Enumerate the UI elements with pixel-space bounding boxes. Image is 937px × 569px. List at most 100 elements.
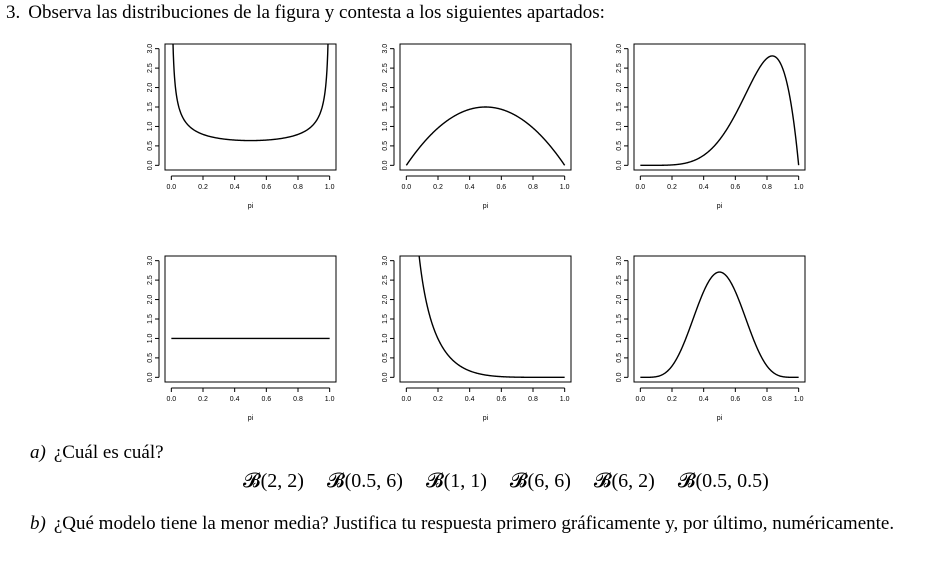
x-tick-label: 0.4	[230, 184, 240, 191]
x-tick-label: 1.0	[325, 396, 335, 403]
y-tick-label: 2.0	[382, 295, 389, 305]
y-tick-label: 1.5	[616, 314, 623, 324]
y-tick-label: 2.5	[382, 63, 389, 73]
y-tick-label: 3.0	[382, 256, 389, 266]
plot-frame	[399, 43, 572, 171]
plot-frame	[164, 255, 337, 383]
x-tick-label: 0.8	[293, 396, 303, 403]
beta-plot-1: 0.0 0.2 0.4 0.6 0.8 1.0 pi 0.0 0.5 1.0 1.5 2.0 2.5 3.…	[140, 38, 360, 228]
x-axis-label: pi	[717, 203, 723, 210]
x-tick-label: 0.0	[166, 396, 176, 403]
x-tick-label: 0.2	[198, 396, 208, 403]
plot-canvas: 0.0 0.2 0.4 0.6 0.8 1.0 pi 0.0 0.5 1.0 1.5 2.0 2.5 3.…	[147, 255, 337, 422]
model-option: 𝓑(6, 6)	[509, 470, 571, 492]
x-tick-label: 0.0	[401, 396, 411, 403]
x-tick-label: 1.0	[560, 184, 570, 191]
y-tick-label: 2.5	[147, 275, 154, 285]
y-tick-label: 0.0	[382, 160, 389, 170]
plot-frame	[164, 43, 337, 171]
x-tick-label: 1.0	[794, 184, 804, 191]
plot-canvas: 0.0 0.2 0.4 0.6 0.8 1.0 pi 0.0 0.5 1.0 1.5 2.0 2.5 3.…	[382, 43, 572, 210]
density-curve	[405, 106, 566, 166]
part-a: a) ¿Cuál es cuál?	[30, 442, 164, 464]
density-curve	[640, 271, 799, 379]
part-b-text: ¿Qué modelo tiene la menor media? Justif…	[53, 513, 895, 534]
y-tick-label: 0.5	[616, 353, 623, 363]
x-tick-label: 0.8	[762, 184, 772, 191]
x-axis-label: pi	[248, 203, 254, 210]
y-tick-label: 2.0	[147, 295, 154, 305]
y-tick-label: 1.0	[382, 333, 389, 343]
x-tick-label: 0.8	[528, 396, 538, 403]
x-tick-label: 0.4	[465, 184, 475, 191]
y-tick-label: 1.5	[616, 102, 623, 112]
y-tick-label: 2.0	[616, 295, 623, 305]
y-tick-label: 0.0	[382, 372, 389, 382]
plot-frame	[633, 43, 806, 171]
x-tick-label: 1.0	[325, 184, 335, 191]
model-option: 𝓑(6, 2)	[593, 470, 655, 492]
model-option: 𝓑(0.5, 0.5)	[677, 470, 769, 492]
y-tick-label: 0.5	[147, 353, 154, 363]
density-curve	[418, 256, 565, 379]
x-axis-label: pi	[248, 415, 254, 422]
x-tick-label: 1.0	[794, 396, 804, 403]
x-tick-label: 0.0	[166, 184, 176, 191]
beta-plot-5: 0.0 0.2 0.4 0.6 0.8 1.0 pi 0.0 0.5 1.0 1.5 2.0 2.5 3.…	[375, 250, 595, 440]
x-tick-label: 0.2	[667, 184, 677, 191]
plot-frame	[633, 255, 806, 383]
y-tick-label: 0.0	[616, 372, 623, 382]
y-tick-label: 0.0	[147, 372, 154, 382]
y-tick-label: 1.0	[616, 333, 623, 343]
beta-plot-2: 0.0 0.2 0.4 0.6 0.8 1.0 pi 0.0 0.5 1.0 1.5 2.0 2.5 3.…	[375, 38, 595, 228]
x-tick-label: 0.8	[528, 184, 538, 191]
y-tick-label: 0.0	[616, 160, 623, 170]
y-tick-label: 3.0	[147, 44, 154, 54]
y-tick-label: 1.0	[147, 333, 154, 343]
y-tick-label: 0.5	[147, 141, 154, 151]
part-b: b) ¿Qué modelo tiene la menor media? Just…	[30, 510, 920, 538]
model-option: 𝓑(1, 1)	[425, 470, 487, 492]
y-tick-label: 2.5	[382, 275, 389, 285]
beta-plot-4: 0.0 0.2 0.4 0.6 0.8 1.0 pi 0.0 0.5 1.0 1.5 2.0 2.5 3.…	[140, 250, 360, 440]
y-tick-label: 3.0	[147, 256, 154, 266]
x-tick-label: 0.6	[261, 184, 271, 191]
part-a-label: a)	[30, 442, 46, 463]
models-row: 𝓑(2, 2) 𝓑(0.5, 6) 𝓑(1, 1) 𝓑(6, 6) 𝓑(6, 2…	[243, 470, 787, 493]
x-tick-label: 0.2	[433, 396, 443, 403]
part-a-text: ¿Cuál es cuál?	[53, 442, 164, 463]
plot-canvas: 0.0 0.2 0.4 0.6 0.8 1.0 pi 0.0 0.5 1.0 1.5 2.0 2.5 3.…	[382, 255, 572, 422]
y-tick-label: 3.0	[616, 44, 623, 54]
y-tick-label: 2.0	[147, 83, 154, 93]
x-tick-label: 0.8	[293, 184, 303, 191]
x-tick-label: 0.0	[635, 184, 645, 191]
x-tick-label: 0.4	[465, 396, 475, 403]
y-tick-label: 3.0	[616, 256, 623, 266]
y-tick-label: 1.5	[382, 102, 389, 112]
question-text: Observa las distribuciones de la figura …	[28, 2, 605, 23]
y-tick-label: 2.0	[616, 83, 623, 93]
plot-canvas: 0.0 0.2 0.4 0.6 0.8 1.0 pi 0.0 0.5 1.0 1.5 2.0 2.5 3.…	[147, 43, 337, 210]
x-tick-label: 0.8	[762, 396, 772, 403]
x-tick-label: 0.4	[699, 184, 709, 191]
x-tick-label: 0.2	[667, 396, 677, 403]
y-tick-label: 0.5	[616, 141, 623, 151]
x-tick-label: 0.6	[730, 184, 740, 191]
x-axis-label: pi	[717, 415, 723, 422]
x-tick-label: 0.2	[433, 184, 443, 191]
x-tick-label: 0.0	[401, 184, 411, 191]
question-number: 3.	[6, 2, 21, 23]
x-tick-label: 0.6	[496, 184, 506, 191]
x-tick-label: 0.4	[699, 396, 709, 403]
y-tick-label: 1.5	[147, 314, 154, 324]
y-tick-label: 1.0	[616, 121, 623, 131]
y-tick-label: 2.5	[616, 63, 623, 73]
plot-frame	[399, 255, 572, 383]
density-curve	[640, 55, 800, 167]
y-tick-label: 2.5	[147, 63, 154, 73]
y-tick-label: 2.0	[382, 83, 389, 93]
y-tick-label: 2.5	[616, 275, 623, 285]
density-curve	[172, 44, 329, 142]
beta-plot-3: 0.0 0.2 0.4 0.6 0.8 1.0 pi 0.0 0.5 1.0 1.5 2.0 2.5 3.…	[609, 38, 829, 228]
beta-plot-6: 0.0 0.2 0.4 0.6 0.8 1.0 pi 0.0 0.5 1.0 1.5 2.0 2.5 3.…	[609, 250, 829, 440]
